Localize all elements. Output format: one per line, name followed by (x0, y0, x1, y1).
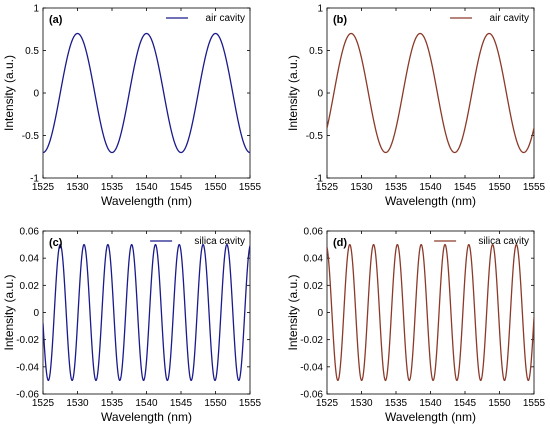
x-tick-label: 1545 (170, 182, 193, 193)
x-tick-label: 1525 (32, 398, 55, 409)
series-line-silica-cavity (43, 243, 250, 382)
legend-label: air cavity (206, 13, 245, 24)
legend-label: silica cavity (478, 236, 529, 247)
x-tick-label: 1530 (66, 398, 89, 409)
y-tick-label: 0 (33, 89, 39, 100)
panel-label: (a) (49, 14, 63, 26)
x-tick-label: 1555 (523, 398, 546, 409)
y-tick-label: 0 (317, 89, 323, 100)
y-tick-label: 0 (33, 308, 39, 319)
y-tick-label: -0.04 (300, 362, 323, 373)
panel-b: 1525 1530 1535 1540 1545 1550 1555 -1 -0.5 0 0.5 1 W… (286, 4, 546, 209)
y-tick-label: 1 (317, 4, 323, 15)
x-tick-label: 1540 (135, 398, 158, 409)
y-tick-label: -0.06 (16, 390, 39, 401)
y-tick-label: 0.5 (25, 46, 39, 57)
y-tick-label: -1 (30, 174, 39, 185)
x-tick-label: 1550 (204, 182, 227, 193)
x-tick-label: 1525 (32, 182, 55, 193)
x-tick-label: 1545 (170, 398, 193, 409)
x-tick-label: 1555 (239, 398, 262, 409)
y-tick-label: -0.5 (22, 131, 40, 142)
x-tick-label: 1550 (204, 398, 227, 409)
series-line-air-cavity (327, 32, 534, 154)
x-tick-label: 1530 (350, 398, 373, 409)
x-tick-label: 1535 (101, 398, 124, 409)
panel-label: (d) (333, 237, 347, 249)
x-tick-label: 1535 (385, 182, 408, 193)
y-tick-label: -0.02 (300, 335, 323, 346)
y-tick-label: 0.06 (304, 227, 324, 238)
x-tick-label: 1540 (419, 182, 442, 193)
x-tick-label: 1555 (523, 182, 546, 193)
x-axis-label: Wavelength (nm) (101, 194, 192, 208)
y-tick-label: 0.06 (20, 227, 40, 238)
x-tick-label: 1540 (135, 182, 158, 193)
y-tick-label: -0.5 (306, 131, 324, 142)
x-tick-label: 1545 (454, 182, 477, 193)
y-tick-label: 0.5 (309, 46, 323, 57)
y-tick-label: 0.04 (304, 254, 324, 265)
x-tick-label: 1535 (101, 182, 124, 193)
y-tick-label: 0 (317, 308, 323, 319)
x-axis-label: Wavelength (nm) (385, 410, 476, 424)
x-tick-label: 1535 (385, 398, 408, 409)
panel-label: (b) (333, 14, 347, 26)
x-axis-label: Wavelength (nm) (101, 410, 192, 424)
axes-frame (326, 7, 535, 179)
y-axis-label: Intensity (a.u.) (286, 55, 300, 131)
x-tick-label: 1525 (316, 182, 339, 193)
panel-d: 1525 1530 1535 1540 1545 1550 1555 -0.06 -0.04 -0… (286, 227, 546, 425)
panel-a: 1525 1530 1535 1540 1545 1550 1555 -1 -0.5 0 0.5 1 W… (2, 4, 262, 209)
y-tick-label: 0.02 (20, 281, 40, 292)
x-tick-label: 1555 (239, 182, 262, 193)
x-tick-label: 1530 (66, 182, 89, 193)
legend-label: silica cavity (194, 236, 245, 247)
y-axis-label: Intensity (a.u.) (286, 274, 300, 350)
y-axis-label: Intensity (a.u.) (2, 55, 16, 131)
y-tick-label: -0.06 (300, 390, 323, 401)
panel-label: (c) (49, 237, 63, 249)
y-tick-label: 0.04 (20, 254, 40, 265)
y-tick-label: -0.04 (16, 362, 39, 373)
x-axis-label: Wavelength (nm) (385, 194, 476, 208)
series-line-silica-cavity (327, 243, 534, 382)
y-axis-label: Intensity (a.u.) (2, 274, 16, 350)
x-tick-label: 1550 (488, 182, 511, 193)
x-tick-label: 1540 (419, 398, 442, 409)
y-tick-label: -1 (314, 174, 323, 185)
y-tick-label: 1 (33, 4, 39, 15)
panel-c: 1525 1530 1535 1540 1545 1550 1555 -0.06 -0.04 -0… (2, 227, 262, 425)
y-tick-label: 0.02 (304, 281, 324, 292)
x-tick-label: 1545 (454, 398, 477, 409)
series-line-air-cavity (43, 32, 250, 154)
legend-label: air cavity (490, 13, 529, 24)
y-tick-label: -0.02 (16, 335, 39, 346)
x-tick-label: 1530 (350, 182, 373, 193)
x-tick-label: 1525 (316, 398, 339, 409)
x-tick-label: 1550 (488, 398, 511, 409)
